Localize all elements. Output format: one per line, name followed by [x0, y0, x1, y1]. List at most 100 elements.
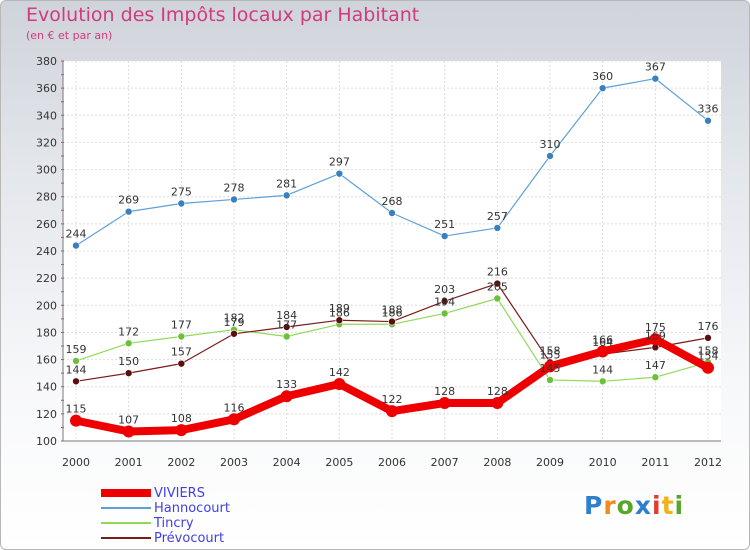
data-label-prevocourt: 157 [171, 346, 192, 359]
data-label-tincry: 177 [276, 319, 297, 332]
data-point-tincry [598, 377, 607, 386]
data-label-tincry: 194 [434, 295, 455, 308]
data-point-prevocourt [493, 279, 502, 288]
y-tick-label: 220 [36, 272, 57, 285]
data-point-prevocourt [282, 323, 291, 331]
data-label-viviers: 122 [382, 393, 403, 406]
data-point-prevocourt [335, 316, 344, 325]
data-point-viviers [122, 425, 135, 438]
data-point-hannocourt [388, 209, 396, 217]
logo-letter: x [634, 491, 652, 520]
x-tick-label: 2012 [694, 456, 722, 469]
data-label-prevocourt: 184 [276, 309, 297, 322]
x-tick-label: 2000 [62, 456, 90, 469]
data-label-tincry: 205 [487, 281, 508, 294]
y-tick-label: 380 [36, 55, 57, 68]
data-point-tincry [282, 332, 291, 341]
y-tick-label: 300 [36, 164, 57, 177]
data-label-hannocourt: 268 [382, 195, 403, 208]
data-point-tincry [177, 332, 186, 341]
y-tick-label: 320 [36, 136, 57, 149]
legend-label: Prévocourt [154, 531, 225, 546]
x-tick-label: 2003 [220, 456, 248, 469]
data-point-viviers [649, 333, 662, 346]
data-label-viviers: 133 [276, 378, 297, 391]
data-label-viviers: 166 [592, 333, 613, 346]
data-point-viviers [702, 361, 714, 374]
data-label-prevocourt: 189 [329, 302, 350, 315]
data-label-hannocourt: 251 [434, 218, 455, 231]
x-tick-label: 2001 [115, 456, 143, 469]
x-tick-label: 2011 [641, 456, 669, 469]
data-label-viviers: 128 [434, 385, 455, 398]
data-point-hannocourt [704, 116, 712, 125]
x-tick-label: 2007 [431, 456, 459, 469]
data-label-viviers: 154 [698, 350, 719, 363]
data-point-tincry [72, 357, 80, 365]
data-point-prevocourt [388, 317, 396, 326]
data-point-prevocourt [177, 359, 186, 368]
data-point-hannocourt [124, 207, 133, 216]
data-label-prevocourt: 188 [382, 304, 403, 317]
legend-item-prevocourt: Prévocourt [101, 531, 301, 546]
data-point-prevocourt [230, 329, 238, 338]
y-tick-label: 200 [36, 299, 57, 312]
data-label-prevocourt: 164 [592, 336, 613, 349]
data-point-hannocourt [546, 152, 554, 160]
logo-letter: t [661, 491, 675, 520]
data-label-viviers: 155 [540, 348, 561, 361]
y-tick-label: 160 [36, 354, 57, 367]
y-tick-label: 360 [36, 82, 57, 95]
data-label-tincry: 172 [118, 325, 139, 338]
x-tick-label: 2006 [378, 456, 406, 469]
logo-letter: i [652, 491, 662, 520]
data-label-hannocourt: 360 [592, 70, 613, 83]
legend-label: VIVIERS [154, 486, 205, 501]
data-point-hannocourt [440, 232, 449, 240]
data-label-tincry: 159 [66, 343, 87, 356]
y-tick-label: 260 [36, 218, 57, 231]
legend: VIVIERS Hannocourt Tincry Prévocourt [101, 486, 301, 546]
data-label-viviers: 115 [66, 403, 87, 416]
data-point-viviers [228, 413, 240, 426]
legend-swatch [101, 537, 151, 539]
data-label-prevocourt: 144 [66, 363, 87, 376]
data-label-prevocourt: 179 [224, 316, 245, 329]
data-point-viviers [544, 360, 556, 373]
legend-item-tincry: Tincry [101, 516, 301, 531]
data-point-viviers [596, 345, 609, 358]
data-label-hannocourt: 367 [645, 61, 666, 74]
data-point-viviers [175, 424, 188, 437]
y-tick-label: 140 [36, 381, 57, 394]
data-point-hannocourt [493, 224, 502, 232]
y-tick-label: 120 [36, 408, 57, 421]
y-tick-label: 280 [36, 191, 57, 204]
data-point-viviers [70, 414, 82, 427]
data-label-viviers: 108 [171, 412, 192, 425]
data-label-hannocourt: 257 [487, 210, 508, 223]
data-point-tincry [493, 294, 502, 303]
data-point-hannocourt [335, 169, 344, 178]
data-label-viviers: 128 [487, 385, 508, 398]
data-label-tincry: 177 [171, 319, 192, 332]
data-point-viviers [280, 390, 293, 403]
data-label-hannocourt: 275 [171, 186, 192, 199]
data-point-tincry [124, 339, 133, 348]
logo-letter: o [616, 491, 635, 520]
data-label-prevocourt: 216 [487, 266, 508, 279]
data-label-tincry: 147 [645, 359, 666, 372]
data-point-hannocourt [598, 84, 607, 92]
data-label-tincry: 182 [224, 312, 245, 325]
legend-swatch [101, 522, 151, 524]
data-label-hannocourt: 336 [698, 103, 719, 116]
legend-item-hannocourt: Hannocourt [101, 501, 301, 516]
data-label-hannocourt: 269 [118, 194, 139, 207]
data-point-prevocourt [124, 369, 133, 377]
data-point-tincry [546, 376, 554, 384]
y-tick-label: 240 [36, 245, 57, 258]
data-point-tincry [651, 373, 660, 382]
data-point-tincry [440, 309, 449, 318]
data-label-prevocourt: 203 [434, 283, 455, 296]
